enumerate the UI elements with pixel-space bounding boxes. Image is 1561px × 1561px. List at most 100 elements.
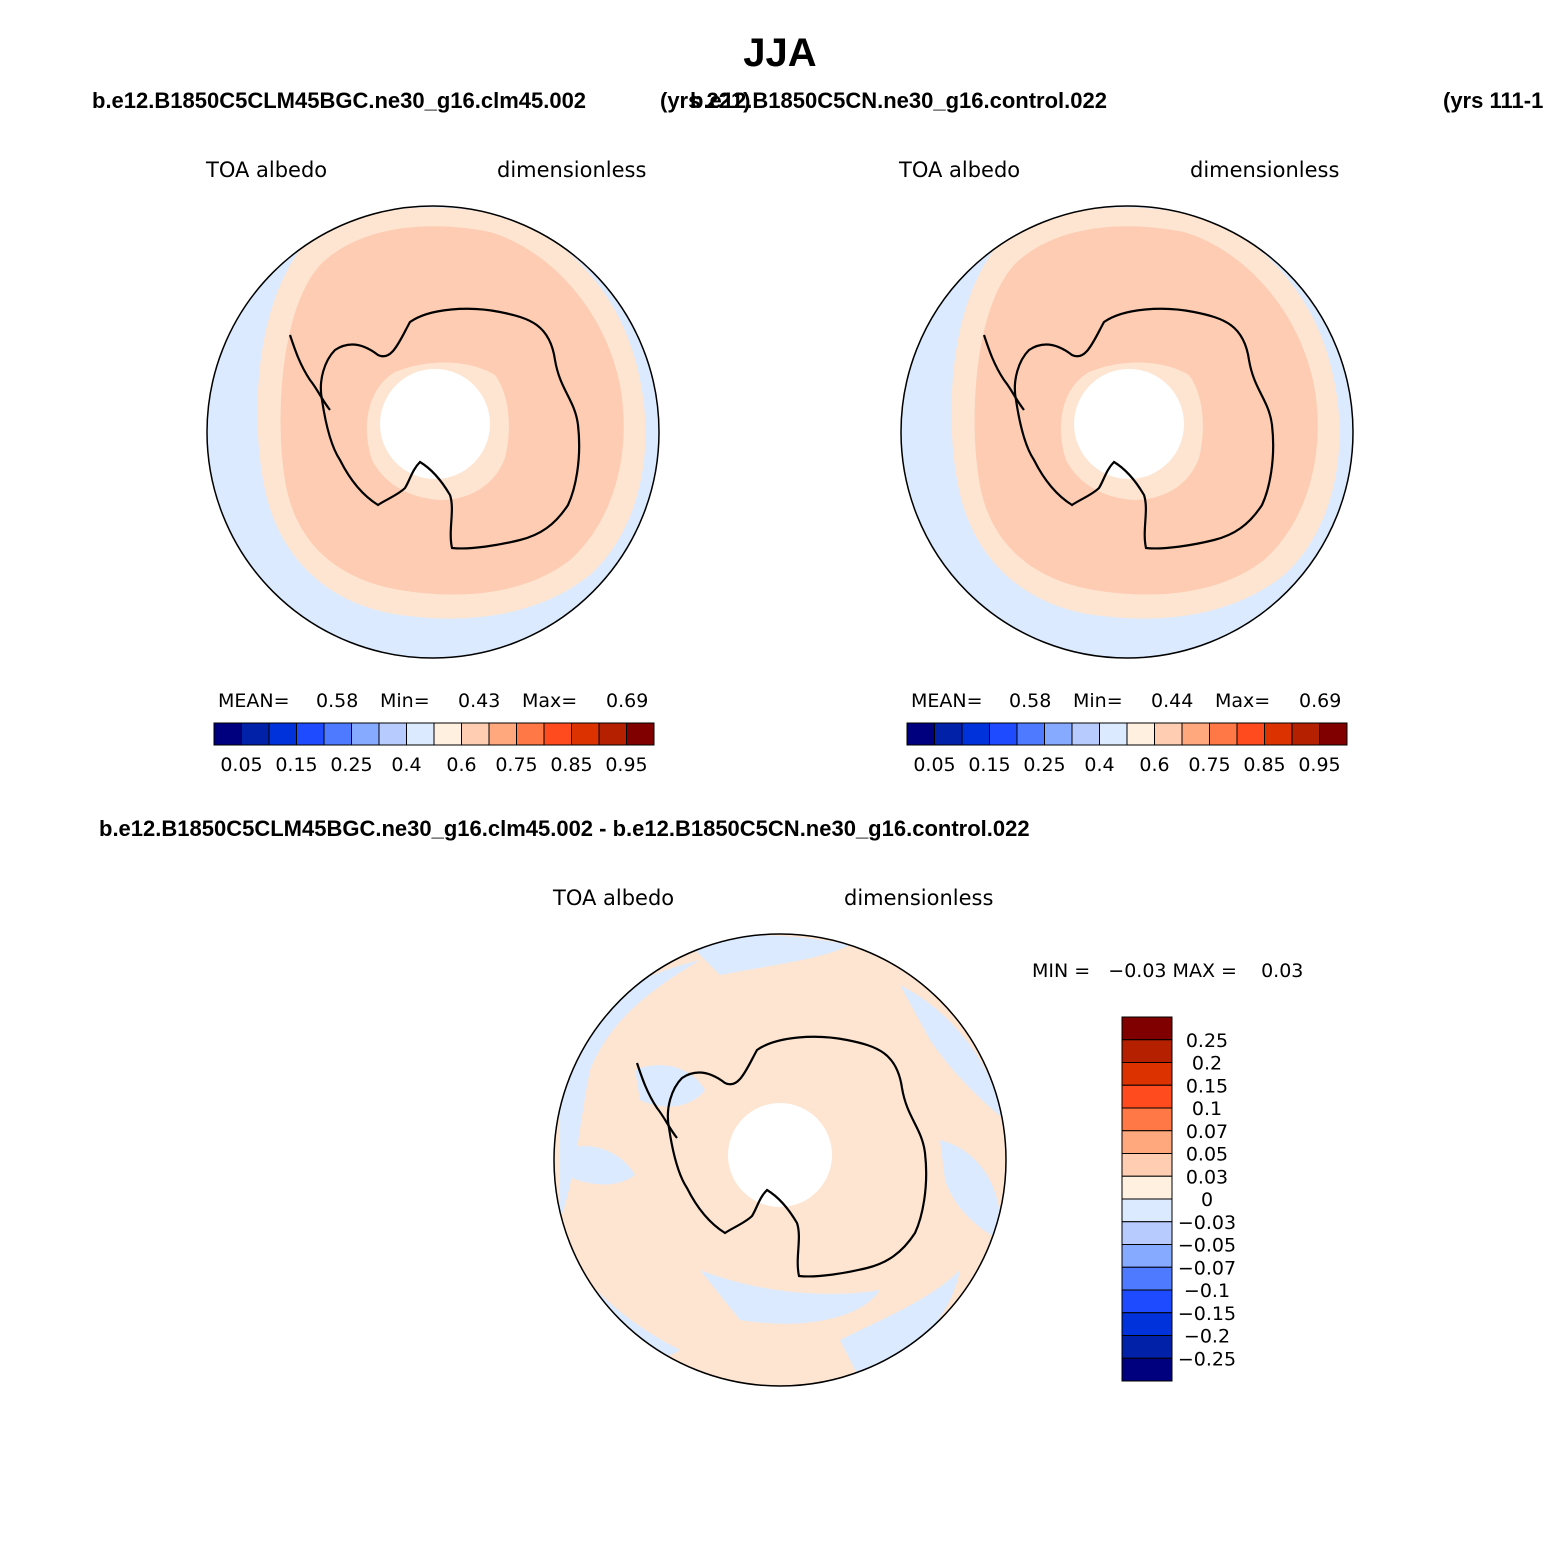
panel-2-colorbar-swatch (1126, 722, 1155, 746)
panel-1-colorbar-swatch (241, 722, 270, 746)
panel-3-colorbar-swatch (1121, 1289, 1173, 1314)
panel-1-colorbar-tick-label: 0.85 (550, 754, 592, 776)
panel-3-coastline (666, 1035, 928, 1278)
panel-2-units: dimensionless (1190, 158, 1339, 182)
panel-1-colorbar-tick-label: 0.25 (330, 754, 372, 776)
panel-1-mean: 0.58 (316, 690, 358, 712)
panel-3-colorbar: 0.250.20.150.10.070.050.030−0.03−0.05−0.… (1121, 1016, 1236, 1382)
panel-2-map-border (900, 205, 1354, 659)
panel-2-colorbar-swatch (906, 722, 935, 746)
panel-3-colorbar-swatch (1121, 1221, 1173, 1245)
panel-1-colorbar-swatch (488, 722, 517, 746)
panel-3-colorbar-swatch (1121, 1312, 1173, 1336)
panel-3-colorbar-swatch (1121, 1266, 1173, 1291)
panel-2-max: 0.69 (1299, 690, 1341, 712)
panel-2-colorbar-swatch (934, 722, 963, 746)
top-left-years: (yrs 221) (660, 88, 751, 113)
panel-1-mean-label: MEAN= (218, 690, 290, 712)
panel-3-pole-hole (728, 1103, 832, 1207)
panel-1-colorbar-tick-label: 0.4 (391, 754, 421, 776)
panel-3-colorbar-swatch (1121, 1039, 1173, 1063)
panel-3-colorbar-swatch (1121, 1016, 1173, 1041)
panel-1-max: 0.69 (606, 690, 648, 712)
panel-1-colorbar-swatch (626, 722, 655, 746)
panel-3-colorbar-swatch (1121, 1130, 1173, 1154)
panel-3-map: TOA albedo dimensionless MIN = −0.03 MAX… (552, 886, 1303, 1387)
panel-3-colorbar-tick-label: −0.07 (1178, 1257, 1236, 1279)
panel-2-min-label: Min= (1073, 690, 1123, 712)
panel-2-colorbar-swatch (1264, 722, 1293, 746)
panel-2-colorbar-tick-label: 0.15 (968, 754, 1010, 776)
panel-1-colorbar-swatch (351, 722, 380, 746)
panel-2-colorbar-swatch (1154, 722, 1183, 746)
panel-1-variable: TOA albedo (205, 158, 327, 182)
panel-2-colorbar-swatch (961, 722, 990, 746)
panel-1-peninsula (288, 334, 331, 411)
panel-1-colorbar-tick-label: 0.6 (446, 754, 476, 776)
panel-3-colorbar-swatch (1121, 1062, 1173, 1086)
panel-2-colorbar-swatch (1181, 722, 1210, 746)
panel-3-neg-region-4 (940, 1140, 1001, 1240)
main-title: JJA (743, 31, 816, 75)
panel-3-colorbar-tick-label: 0.2 (1192, 1053, 1222, 1075)
panel-1-colorbar-swatch (406, 722, 435, 746)
panel-2-colorbar-swatch (1209, 722, 1238, 746)
panel-2-mean-label: MEAN= (911, 690, 983, 712)
panel-1-map: TOA albedo dimensionless MEAN= 0.58 Min=… (205, 158, 660, 776)
panel-1-colorbar-tick-label: 0.75 (495, 754, 537, 776)
panel-3-colorbar-tick-label: 0.1 (1192, 1098, 1222, 1120)
top-right-years: (yrs 111-1 (1443, 88, 1543, 113)
panel-3-map-border (553, 933, 1007, 1387)
panel-2-peninsula (982, 334, 1025, 411)
top-left-case-title: b.e12.B1850C5CLM45BGC.ne30_g16.clm45.002 (92, 88, 586, 113)
top-right-case-title: b.e12.B1850C5CN.ne30_g16.control.022 (690, 88, 1107, 113)
panel-2-colorbar-swatch (1236, 722, 1265, 746)
panel-3-colorbar-tick-label: 0.15 (1186, 1075, 1228, 1097)
panel-1-colorbar-swatch (433, 722, 462, 746)
panel-1-colorbar-tick-label: 0.95 (605, 754, 647, 776)
panel-2-pole-hole (1074, 369, 1184, 479)
panel-1-colorbar-swatch (516, 722, 545, 746)
panel-2-mean: 0.58 (1009, 690, 1051, 712)
panel-2-colorbar-tick-label: 0.4 (1084, 754, 1114, 776)
panel-1-colorbar-swatch (598, 722, 627, 746)
panel-2-colorbar-tick-label: 0.75 (1188, 754, 1230, 776)
panel-3-peninsula (635, 1062, 678, 1139)
panel-2-max-label: Max= (1215, 690, 1270, 712)
panel-2-map: TOA albedo dimensionless MEAN= 0.58 Min=… (898, 158, 1354, 776)
panel-3-colorbar-tick-label: −0.03 (1178, 1212, 1236, 1234)
panel-3-neg-region-9 (565, 1146, 635, 1185)
panel-3-colorbar-swatch (1121, 1357, 1173, 1382)
panel-1-min: 0.43 (458, 690, 500, 712)
panel-3-neg-region-2 (690, 935, 850, 975)
panel-3-units: dimensionless (844, 886, 993, 910)
panel-2-min: 0.44 (1151, 690, 1193, 712)
panel-3-neg-region-6 (700, 1270, 880, 1324)
panel-2-colorbar-swatch (1099, 722, 1128, 746)
panel-1-colorbar-swatch (571, 722, 600, 746)
panel-1-colorbar-tick-label: 0.15 (275, 754, 317, 776)
panel-3-colorbar-tick-label: 0.25 (1186, 1030, 1228, 1052)
panel-3-colorbar-swatch (1121, 1175, 1173, 1200)
panel-3-colorbar-tick-label: −0.25 (1178, 1348, 1236, 1370)
panel-3-neg-region-7 (840, 1270, 960, 1380)
panel-1-max-label: Max= (522, 690, 577, 712)
panel-3-neg-region-3 (900, 985, 1005, 1120)
panel-3-colorbar-swatch (1121, 1153, 1173, 1177)
panel-1-colorbar-tick-label: 0.05 (220, 754, 262, 776)
panel-1-colorbar: 0.05 0.15 0.25 0.4 0.6 0.75 0.85 0.95 (213, 722, 655, 776)
panel-3-variable: TOA albedo (552, 886, 674, 910)
panel-2-colorbar-tick-label: 0.25 (1023, 754, 1065, 776)
panel-2-variable: TOA albedo (898, 158, 1020, 182)
panel-1-map-border (206, 205, 660, 659)
panel-2-colorbar-tick-label: 0.6 (1139, 754, 1169, 776)
panel-2-colorbar-tick-label: 0.95 (1298, 754, 1340, 776)
panel-1-colorbar-swatch (378, 722, 407, 746)
panel-3-min-max: MIN = −0.03 MAX = 0.03 (1032, 960, 1303, 982)
panel-2-colorbar: 0.05 0.15 0.25 0.4 0.6 0.75 0.85 0.95 (906, 722, 1348, 776)
panel-3-colorbar-swatch (1121, 1198, 1173, 1223)
panel-3-colorbar-tick-label: 0.05 (1186, 1144, 1228, 1166)
panel-2-colorbar-swatch (1044, 722, 1073, 746)
panel-1-colorbar-swatch (213, 722, 242, 746)
